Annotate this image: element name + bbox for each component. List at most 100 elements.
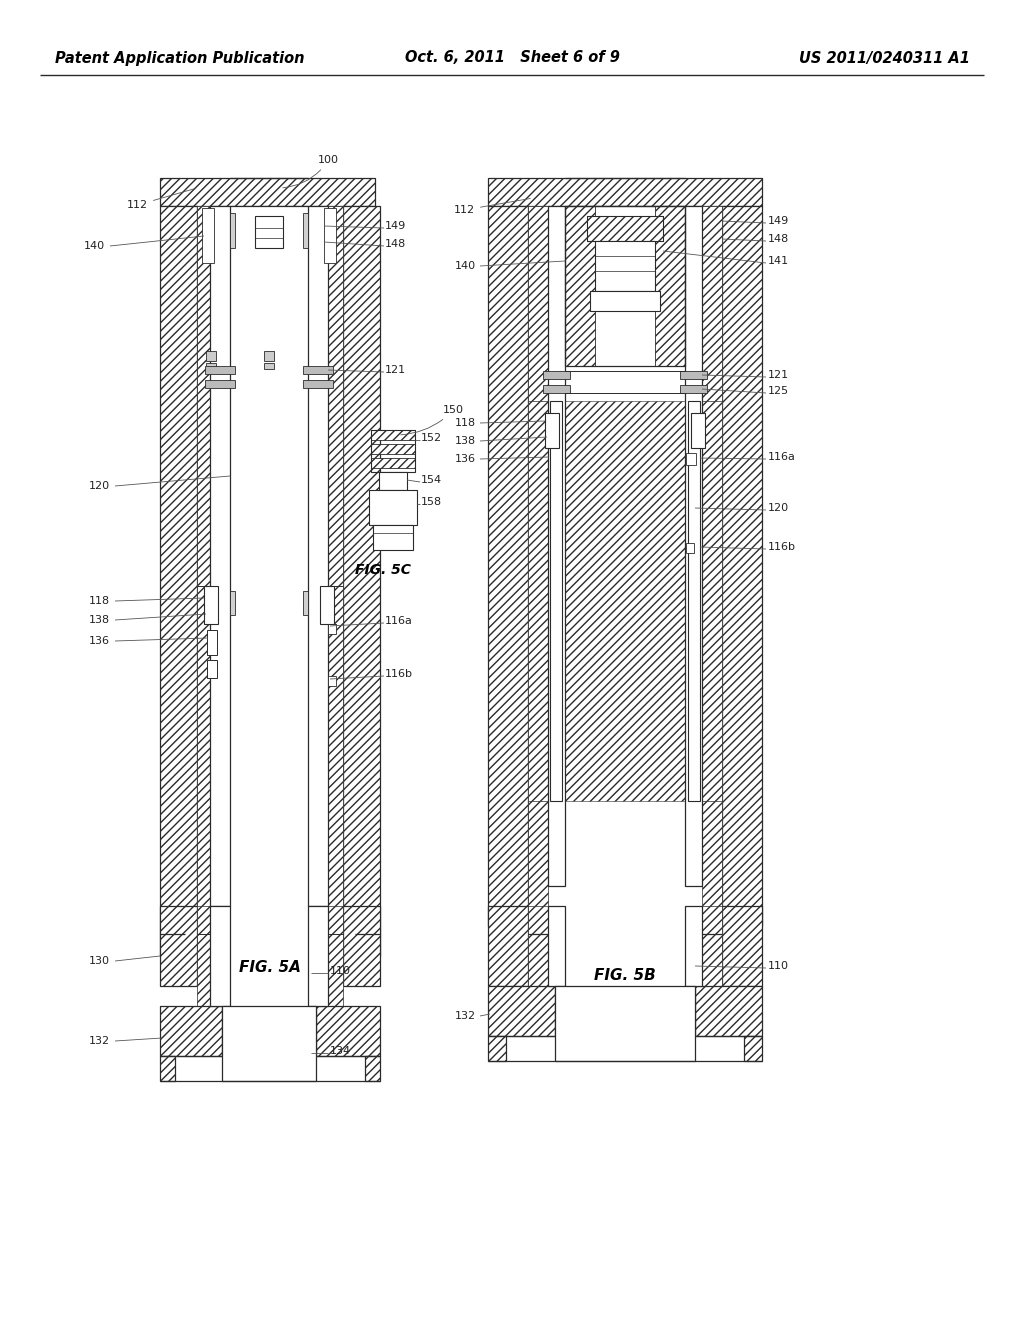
- Bar: [685, 906, 702, 986]
- Bar: [587, 216, 663, 242]
- Text: 136: 136: [89, 636, 110, 645]
- Bar: [328, 906, 343, 1006]
- Text: 121: 121: [385, 366, 407, 375]
- Text: 149: 149: [768, 216, 790, 226]
- Bar: [565, 206, 595, 366]
- Bar: [343, 206, 380, 956]
- Text: 158: 158: [421, 498, 442, 507]
- Bar: [343, 906, 380, 986]
- Bar: [160, 178, 375, 206]
- Text: 120: 120: [768, 503, 790, 513]
- Bar: [488, 1036, 506, 1061]
- Bar: [373, 525, 413, 550]
- Bar: [210, 206, 230, 906]
- Bar: [160, 206, 197, 956]
- Bar: [197, 906, 210, 1006]
- Text: FIG. 5C: FIG. 5C: [355, 564, 411, 577]
- Bar: [205, 380, 234, 388]
- Text: 116a: 116a: [768, 451, 796, 462]
- Bar: [303, 213, 308, 248]
- Bar: [702, 206, 722, 927]
- Bar: [555, 986, 695, 1061]
- Text: 116b: 116b: [385, 669, 413, 678]
- Text: 116a: 116a: [385, 616, 413, 626]
- Text: 148: 148: [385, 239, 407, 249]
- Bar: [303, 380, 333, 388]
- Text: 138: 138: [455, 436, 476, 446]
- Bar: [488, 206, 528, 927]
- Bar: [691, 413, 705, 447]
- Bar: [680, 385, 707, 393]
- Bar: [686, 453, 696, 465]
- Bar: [488, 906, 528, 986]
- Text: 140: 140: [84, 242, 105, 251]
- Text: 100: 100: [283, 154, 339, 187]
- Text: 112: 112: [127, 189, 195, 210]
- Text: US 2011/0240311 A1: US 2011/0240311 A1: [799, 50, 970, 66]
- Text: 118: 118: [89, 597, 110, 606]
- Text: 118: 118: [455, 418, 476, 428]
- Bar: [545, 413, 559, 447]
- Text: 130: 130: [89, 956, 110, 966]
- Bar: [548, 906, 565, 986]
- Text: 149: 149: [385, 220, 407, 231]
- Text: 136: 136: [455, 454, 476, 465]
- Text: 116b: 116b: [768, 543, 796, 552]
- Bar: [722, 906, 762, 986]
- Text: 140: 140: [455, 261, 476, 271]
- Bar: [722, 206, 762, 927]
- Text: 150: 150: [400, 405, 464, 434]
- Bar: [702, 906, 722, 986]
- Bar: [371, 430, 415, 473]
- Text: 110: 110: [330, 966, 351, 975]
- Bar: [369, 490, 417, 525]
- Text: Oct. 6, 2011   Sheet 6 of 9: Oct. 6, 2011 Sheet 6 of 9: [404, 50, 620, 66]
- Bar: [308, 206, 328, 906]
- Bar: [686, 543, 694, 553]
- Bar: [264, 351, 274, 360]
- Text: 138: 138: [89, 615, 110, 624]
- Bar: [365, 1056, 380, 1081]
- Bar: [206, 363, 216, 370]
- Bar: [210, 906, 230, 1006]
- Bar: [319, 586, 334, 624]
- Bar: [528, 906, 548, 986]
- Bar: [206, 351, 216, 360]
- Bar: [488, 178, 762, 206]
- Bar: [685, 206, 702, 886]
- Bar: [230, 206, 308, 906]
- Bar: [160, 906, 197, 986]
- Bar: [222, 1006, 316, 1081]
- Text: Patent Application Publication: Patent Application Publication: [55, 50, 304, 66]
- Bar: [590, 290, 660, 312]
- Text: 110: 110: [768, 961, 790, 972]
- Bar: [160, 1006, 222, 1056]
- Bar: [655, 206, 685, 366]
- Bar: [205, 366, 234, 374]
- Bar: [207, 660, 217, 678]
- Bar: [543, 385, 570, 393]
- Bar: [324, 209, 336, 263]
- Bar: [328, 676, 336, 686]
- Bar: [688, 401, 700, 801]
- Bar: [197, 206, 210, 956]
- Bar: [255, 216, 283, 248]
- Text: FIG. 5A: FIG. 5A: [239, 960, 301, 975]
- Bar: [264, 363, 274, 370]
- Text: 154: 154: [421, 475, 442, 484]
- Text: 125: 125: [768, 385, 790, 396]
- Bar: [695, 986, 762, 1036]
- Bar: [565, 206, 685, 366]
- Bar: [316, 1006, 380, 1056]
- Bar: [548, 206, 565, 886]
- Bar: [587, 216, 663, 242]
- Bar: [528, 206, 548, 927]
- Text: 134: 134: [330, 1045, 351, 1056]
- Bar: [308, 906, 328, 1006]
- Bar: [379, 473, 407, 490]
- Text: 141: 141: [768, 256, 790, 267]
- Text: 112: 112: [454, 198, 530, 215]
- Bar: [160, 1056, 175, 1081]
- Text: 148: 148: [768, 234, 790, 244]
- Bar: [371, 430, 415, 440]
